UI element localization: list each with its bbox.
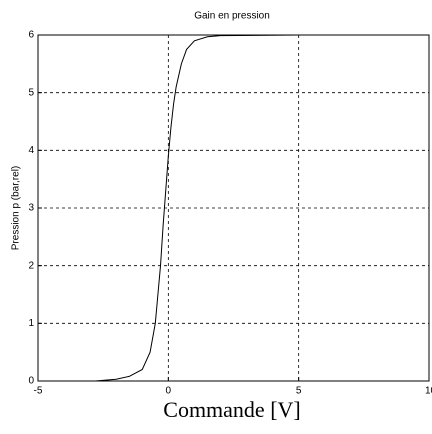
- y-tick-label: 2: [28, 260, 34, 271]
- y-tick-label: 3: [28, 203, 34, 214]
- x-axis-label: Commande [V]: [163, 397, 300, 422]
- x-tick-label: 5: [296, 386, 302, 397]
- y-axis-label: Pression p (bar,rel): [11, 166, 22, 250]
- y-tick-label: 0: [28, 376, 34, 387]
- chart-title: Gain en pression: [194, 11, 270, 22]
- x-tick-label: 0: [166, 386, 172, 397]
- y-tick-label: 1: [28, 318, 34, 329]
- y-tick-label: 5: [28, 87, 34, 98]
- y-tick-label: 6: [28, 30, 34, 41]
- x-tick-label: -5: [34, 386, 43, 397]
- x-tick-label: 10: [425, 386, 432, 397]
- y-tick-label: 4: [28, 145, 34, 156]
- data-line: [95, 34, 390, 382]
